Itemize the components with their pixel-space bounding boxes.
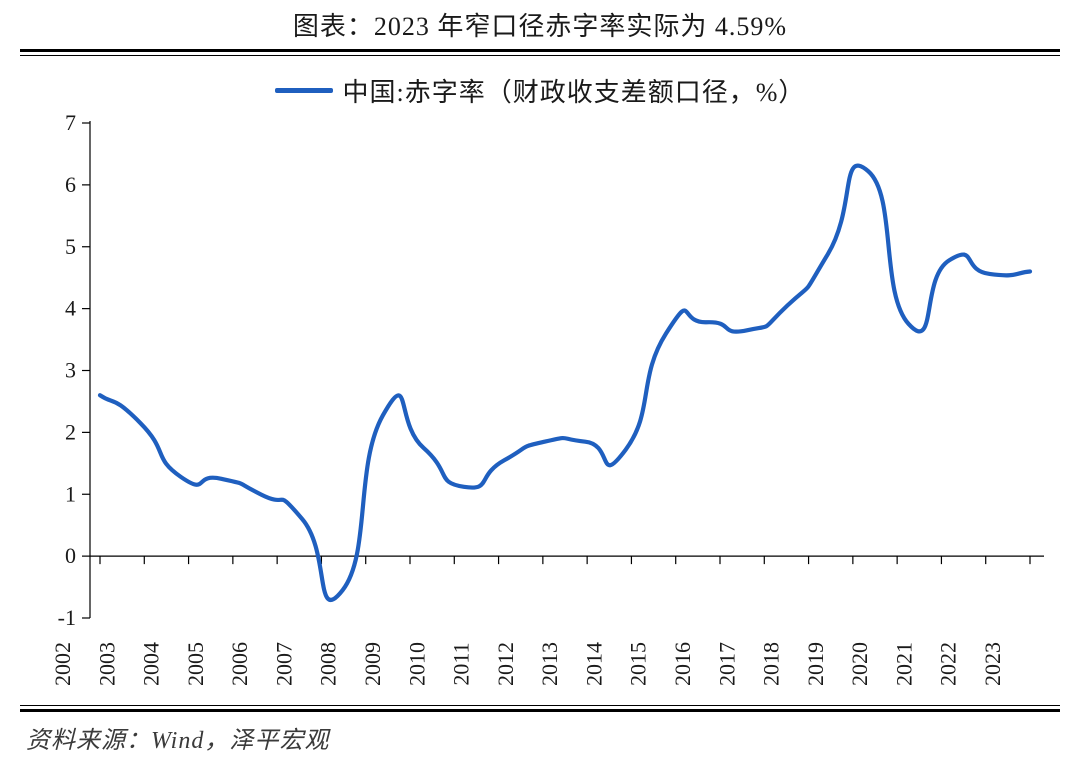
svg-text:2019: 2019 — [803, 642, 828, 686]
svg-text:2008: 2008 — [316, 642, 341, 686]
svg-text:4: 4 — [65, 296, 76, 321]
svg-text:2022: 2022 — [936, 642, 961, 686]
svg-text:2018: 2018 — [759, 642, 784, 686]
svg-text:2012: 2012 — [493, 642, 518, 686]
svg-text:2: 2 — [65, 419, 76, 444]
svg-text:2007: 2007 — [271, 642, 296, 686]
line-chart-svg: -1 0 1 2 3 4 5 6 7 2002 2003 2004 2005 2006 2007 2008 20… — [20, 113, 1060, 703]
legend-label: 中国:赤字率（财政收支差额口径，%） — [343, 72, 806, 109]
svg-text:2011: 2011 — [449, 642, 474, 685]
source-attribution: 资料来源：Wind，泽平宏观 — [20, 712, 1060, 755]
legend-swatch — [275, 88, 333, 93]
svg-text:7: 7 — [65, 113, 76, 135]
svg-text:-1: -1 — [58, 605, 76, 630]
svg-text:2023: 2023 — [980, 642, 1005, 686]
svg-text:5: 5 — [65, 234, 76, 259]
svg-text:2020: 2020 — [847, 642, 872, 686]
chart-area: -1 0 1 2 3 4 5 6 7 2002 2003 2004 2005 2006 2007 2008 20… — [20, 113, 1060, 703]
svg-text:2015: 2015 — [626, 642, 651, 686]
svg-text:0: 0 — [65, 543, 76, 568]
legend-item: 中国:赤字率（财政收支差额口径，%） — [275, 72, 806, 109]
svg-text:2013: 2013 — [537, 642, 562, 686]
svg-text:2003: 2003 — [94, 642, 119, 686]
svg-text:2005: 2005 — [183, 642, 208, 686]
legend: 中国:赤字率（财政收支差额口径，%） — [20, 56, 1060, 113]
svg-text:2009: 2009 — [360, 642, 385, 686]
svg-text:2017: 2017 — [714, 642, 739, 686]
svg-text:3: 3 — [65, 358, 76, 383]
svg-text:2006: 2006 — [227, 642, 252, 686]
svg-text:2002: 2002 — [50, 642, 75, 686]
chart-title: 图表：2023 年窄口径赤字率实际为 4.59% — [20, 4, 1060, 49]
rule-top-thick — [20, 49, 1060, 52]
svg-text:6: 6 — [65, 172, 76, 197]
svg-text:2004: 2004 — [139, 642, 164, 686]
svg-text:1: 1 — [65, 481, 76, 506]
svg-text:2010: 2010 — [404, 642, 429, 686]
svg-text:2016: 2016 — [670, 642, 695, 686]
rule-bottom-thin — [20, 705, 1060, 706]
svg-text:2014: 2014 — [581, 642, 606, 686]
svg-text:2021: 2021 — [891, 642, 916, 686]
